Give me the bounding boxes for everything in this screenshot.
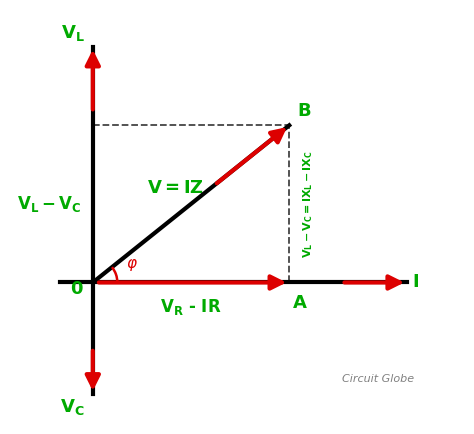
Text: $\mathbf{V_C}$: $\mathbf{V_C}$	[60, 397, 85, 417]
Text: $\mathbf{V_L}$: $\mathbf{V_L}$	[61, 23, 85, 43]
Text: Circuit Globe: Circuit Globe	[342, 374, 414, 384]
Text: $\varphi$: $\varphi$	[126, 256, 137, 273]
Text: I: I	[412, 273, 419, 292]
Text: 0: 0	[71, 280, 83, 298]
Text: $\mathbf{V=IZ}$: $\mathbf{V=IZ}$	[147, 179, 204, 197]
Text: B: B	[297, 102, 311, 120]
Text: $\mathbf{V_L - V_C = IX_L - IX_C}$: $\mathbf{V_L - V_C = IX_L - IX_C}$	[301, 150, 315, 258]
Text: $\mathbf{V_L - V_C}$: $\mathbf{V_L - V_C}$	[17, 194, 81, 214]
Text: A: A	[292, 294, 306, 312]
Text: $\mathbf{V_R}$ - IR: $\mathbf{V_R}$ - IR	[160, 297, 222, 317]
